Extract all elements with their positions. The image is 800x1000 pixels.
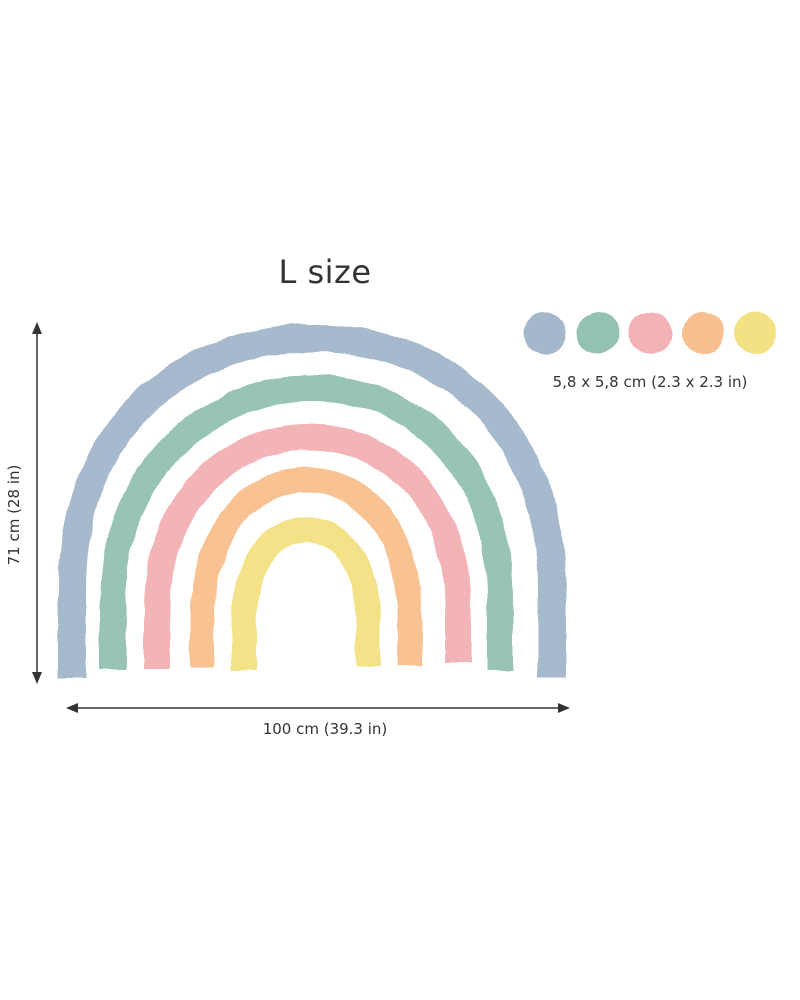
arrow-down-icon	[32, 672, 42, 684]
width-arrow	[66, 703, 570, 713]
color-dot-blue	[523, 312, 565, 354]
rainbow-arc-blue	[58, 324, 566, 678]
arrow-right-icon	[558, 703, 570, 713]
rainbow-arc-pink	[144, 424, 471, 668]
height-arrow	[32, 322, 42, 684]
rainbow-arc-orange	[189, 467, 423, 668]
arrow-left-icon	[66, 703, 78, 713]
height-dimension-label: 71 cm (28 in)	[5, 464, 23, 566]
rainbow	[58, 324, 566, 678]
width-dimension-label: 100 cm (39.3 in)	[262, 720, 388, 738]
dots-dimension-label: 5,8 x 5,8 cm (2.3 x 2.3 in)	[552, 373, 748, 391]
arrow-up-icon	[32, 322, 42, 334]
color-dot-yellow	[734, 312, 776, 354]
color-dots	[523, 312, 776, 354]
color-dot-pink	[629, 312, 671, 354]
rainbow-arc-green	[100, 375, 513, 670]
color-dot-green	[577, 312, 619, 354]
rainbow-arc-yellow	[231, 517, 381, 670]
color-dot-orange	[682, 312, 724, 354]
size-title: L size	[278, 253, 372, 291]
